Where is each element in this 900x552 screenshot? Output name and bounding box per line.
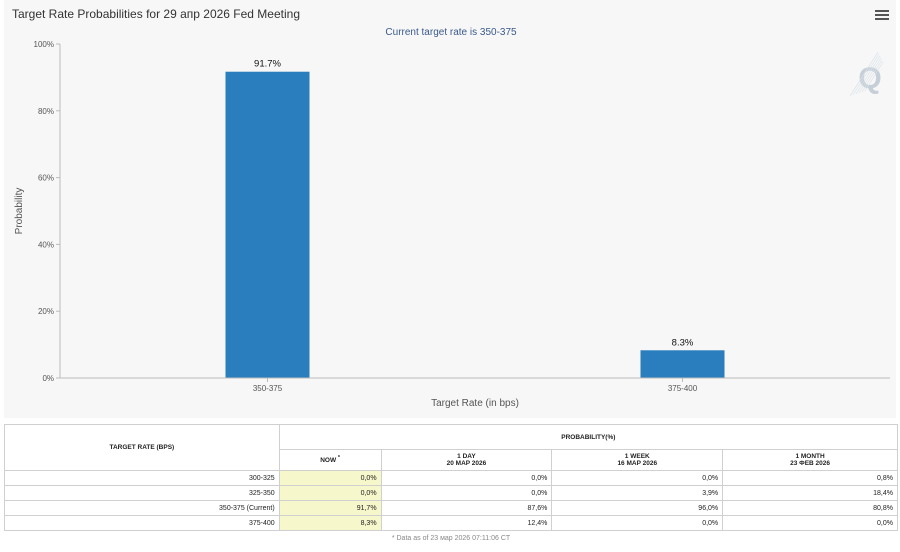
bar[interactable] <box>640 350 725 378</box>
period-header: 1 WEEK 16 MAP 2026 <box>551 449 724 471</box>
month-cell: 0,8% <box>722 470 898 486</box>
logo-stroke <box>849 51 879 97</box>
x-axis-title: Target Rate (in bps) <box>431 398 519 409</box>
bar-value-label: 8.3% <box>672 337 694 348</box>
y-tick-label: 80% <box>38 107 54 116</box>
period-header: 1 DAY 20 MAP 2026 <box>380 449 553 471</box>
probability-chart: Target Rate Probabilities for 29 апр 202… <box>12 7 890 409</box>
rate-cell: 375-400 <box>4 515 280 531</box>
logo-stroke <box>861 59 883 93</box>
rate-cell: 325-350 <box>4 485 280 501</box>
hamburger-menu-icon <box>875 10 889 12</box>
day-cell: 87,6% <box>380 500 553 516</box>
logo-stroke <box>864 61 884 92</box>
x-tick-label: 375-400 <box>668 384 698 393</box>
target-rate-header: TARGET RATE (BPS) <box>4 424 280 471</box>
quikstrike-logo: Q <box>849 51 884 97</box>
y-tick-label: 0% <box>42 374 54 383</box>
probability-header: PROBABILITY(%) <box>278 424 899 450</box>
logo-stroke <box>852 53 880 96</box>
day-cell: 12,4% <box>380 515 553 531</box>
month-cell: 80,8% <box>722 500 898 516</box>
logo-letter: Q <box>858 62 881 95</box>
table-row: 300-325 0,0% 0,0% 0,0% 0,8% <box>4 470 898 486</box>
logo-stroke <box>855 55 881 95</box>
now-header: NOW * <box>278 449 382 471</box>
x-tick-label: 350-375 <box>253 384 283 393</box>
now-cell: 0,0% <box>278 485 382 501</box>
week-cell: 96,0% <box>551 500 724 516</box>
now-cell: 91,7% <box>278 500 382 516</box>
chart-title: Target Rate Probabilities for 29 апр 202… <box>12 7 300 21</box>
week-cell: 0,0% <box>551 515 724 531</box>
bar-value-label: 91.7% <box>254 59 281 70</box>
data-timestamp-footnote: * Data as of 23 мар 2026 07:11:06 CT <box>391 535 511 542</box>
table-row: 325-350 0,0% 0,0% 3,9% 18,4% <box>4 485 898 501</box>
y-tick-label: 100% <box>34 40 54 49</box>
month-cell: 18,4% <box>722 485 898 501</box>
period-header: 1 MONTH 23 ФЕВ 2026 <box>722 449 898 471</box>
y-axis-title: Probability <box>14 188 25 235</box>
bars: 91.7% 8.3% <box>225 59 725 379</box>
chart-subtitle: Current target rate is 350-375 <box>385 27 517 38</box>
table-row: 350-375 (Current) 91,7% 87,6% 96,0% 80,8… <box>4 500 898 516</box>
table-row: 375-400 8,3% 12,4% 0,0% 0,0% <box>4 515 898 531</box>
day-cell: 0,0% <box>380 470 553 486</box>
rate-cell: 350-375 (Current) <box>4 500 280 516</box>
chart-menu-button[interactable] <box>874 8 890 22</box>
now-cell: 8,3% <box>278 515 382 531</box>
y-tick-label: 20% <box>38 307 54 316</box>
month-cell: 0,0% <box>722 515 898 531</box>
y-axis: 0% 20% 40% 60% 80% 100% <box>34 40 61 383</box>
y-tick-label: 40% <box>38 240 54 249</box>
chart-panel: Target Rate Probabilities for 29 апр 202… <box>4 0 896 418</box>
y-tick-label: 60% <box>38 174 54 183</box>
now-cell: 0,0% <box>278 470 382 486</box>
logo-stroke <box>858 57 882 94</box>
probability-table: TARGET RATE (BPS) PROBABILITY(%) NOW * 1… <box>4 424 899 531</box>
rate-cell: 300-325 <box>4 470 280 486</box>
probability-table-section: TARGET RATE (BPS) PROBABILITY(%) NOW * 1… <box>4 424 899 547</box>
day-cell: 0,0% <box>380 485 553 501</box>
x-axis: 350-375 375-400 <box>60 377 890 393</box>
week-cell: 3,9% <box>551 485 724 501</box>
week-cell: 0,0% <box>551 470 724 486</box>
bar[interactable] <box>225 71 310 379</box>
